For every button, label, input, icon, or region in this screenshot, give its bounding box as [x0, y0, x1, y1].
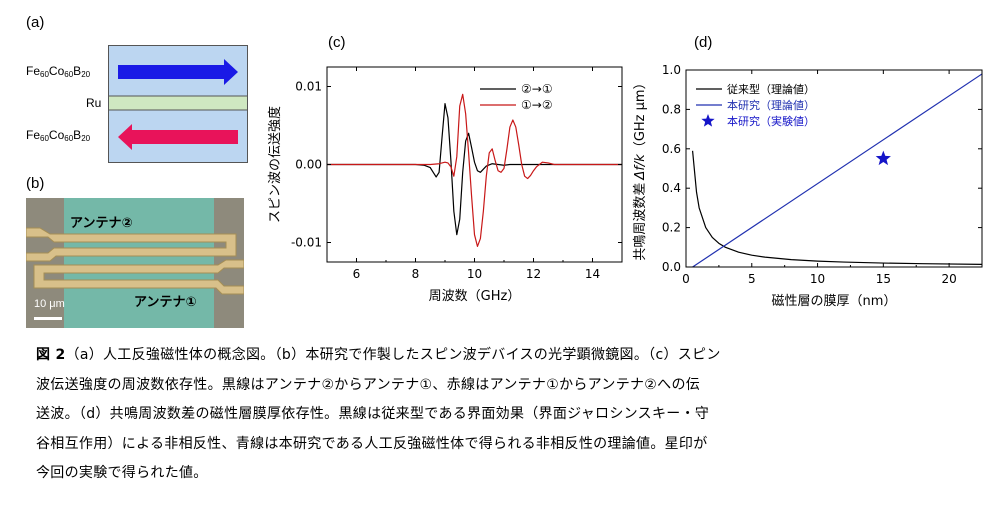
top-layer-fe: Fe — [26, 64, 41, 78]
x-tick-label: 20 — [941, 272, 956, 286]
y-tick-label: -0.01 — [291, 236, 322, 250]
data-point-star — [875, 150, 891, 166]
scale-bar-label: 10 μm — [34, 298, 65, 310]
device-drawing — [26, 198, 244, 328]
panel-d-label: (d) — [694, 34, 713, 51]
caption-line-1-text: （a）人工反強磁性体の概念図。（b）本研究で作製したスピン波デバイスの光学顕微鏡… — [65, 347, 721, 363]
x-axis-label: 周波数（GHz） — [429, 289, 521, 304]
caption-line-2: 波伝送強度の周波数依存性。黒線はアンテナ②からアンテナ①、赤線はアンテナ①からア… — [36, 376, 701, 393]
legend-label: ①→② — [521, 98, 553, 112]
y-tick-label: 1.0 — [662, 63, 681, 77]
panel-a-label: (a) — [26, 14, 45, 31]
scale-bar — [34, 317, 62, 320]
y-axis-label-text: スピン波の伝送強度 — [267, 106, 283, 223]
legend-label: 本研究（理論値） — [727, 98, 815, 112]
legend-label: 本研究（実験値） — [727, 114, 815, 128]
panel-c-label: (c) — [328, 34, 346, 51]
bottom-layer-label: Fe60Co60B20 — [26, 128, 90, 143]
legend-label: 従来型（理論値） — [727, 82, 815, 96]
series-group — [691, 73, 982, 267]
chart-transmission: 6 8 10 12 14 0.01 0.00 -0.01 周波数（GHz） スピン波の伝送強度 ②→… — [267, 66, 623, 304]
antenna-2-electrode — [26, 227, 237, 262]
top-layer-b: B — [73, 64, 82, 78]
x-axis-label: 磁性層の膜厚（nm） — [772, 294, 897, 309]
top-layer-label: Fe60Co60B20 — [26, 64, 90, 79]
top-layer-b-sub: 20 — [81, 70, 91, 79]
y-axis-label-text: 共鳴周波数差 — [633, 183, 648, 261]
bottom-layer-co: Co — [48, 128, 65, 142]
series-group — [327, 93, 622, 247]
y-tick-label: 0.01 — [295, 80, 322, 94]
caption-line-5: 今回の実験で得られた値。 — [36, 465, 208, 481]
bottom-layer-fe: Fe — [26, 128, 41, 142]
top-layer-co-sub: 60 — [64, 70, 74, 79]
series-line-1 — [327, 103, 622, 236]
legend-label: ②→① — [521, 82, 553, 96]
x-tick-label: 0 — [682, 272, 690, 286]
x-tick-label: 12 — [526, 267, 541, 281]
antenna-1-label: アンテナ① — [134, 295, 197, 310]
legend: ②→① ①→② — [480, 82, 553, 112]
panel-b-label: (b) — [26, 175, 45, 192]
bottom-layer-b-sub: 20 — [81, 134, 91, 143]
y-axis-label: スピン波の伝送強度 — [267, 106, 283, 223]
y-tick-label: 0.0 — [662, 260, 681, 274]
x-tick-label: 6 — [353, 267, 361, 281]
antenna-1-electrode — [33, 259, 244, 295]
top-layer-fe-sub: 60 — [40, 70, 49, 79]
caption-line-1: 図 2（a）人工反強磁性体の概念図。（b）本研究で作製したスピン波デバイスの光学… — [36, 341, 936, 371]
y-tick-label: 0.4 — [662, 181, 681, 195]
y-axis-label-symbol: Δf/k — [633, 154, 648, 181]
caption-line-3: 送波。（d）共鳴周波数差の磁性層膜厚依存性。黒線は従来型である界面効果（界面ジャ… — [36, 406, 710, 422]
caption-line-4: 谷相互作用）による非相反性、青線は本研究である人工反強磁性体で得られる非相反性の… — [36, 435, 708, 452]
legend: 従来型（理論値） 本研究（理論値） 本研究（実験値） — [696, 82, 815, 128]
magnetization-arrow-right — [118, 59, 238, 85]
afm-schematic — [108, 45, 248, 163]
antenna-2-label: アンテナ② — [70, 216, 133, 231]
x-tick-label: 8 — [412, 267, 420, 281]
y-tick-label: 0.6 — [662, 142, 681, 156]
plot-frame — [685, 69, 983, 268]
top-layer-co: Co — [48, 64, 65, 78]
x-tick-label: 10 — [467, 267, 482, 281]
x-tick-label: 15 — [876, 272, 891, 286]
microscope-image: アンテナ② アンテナ① 10 μm — [26, 198, 244, 328]
bottom-layer-b: B — [73, 128, 82, 142]
bottom-layer-fe-sub: 60 — [40, 134, 49, 143]
series-line-2 — [692, 73, 982, 267]
y-tick-label: 0.2 — [662, 221, 681, 235]
chart-frequency-difference: 0 5 10 15 20 0.0 0.2 0.4 0.6 0.8 1.0 磁性層の膜厚（nm） 共鳴周波… — [633, 63, 983, 309]
ru-spacer-layer — [108, 95, 248, 111]
x-tick-label: 5 — [748, 272, 756, 286]
y-axis-label: 共鳴周波数差 Δf/k（GHz μm） — [633, 76, 648, 260]
y-axis-label-unit: （GHz μm） — [633, 76, 648, 154]
magnetic-film — [64, 198, 214, 328]
x-tick-label: 10 — [810, 272, 825, 286]
bottom-layer-co-sub: 60 — [64, 134, 74, 143]
legend-swatch-star — [701, 114, 715, 127]
caption-fig-label: 図 2 — [36, 347, 66, 363]
y-tick-label: 0.00 — [295, 158, 322, 172]
series-line-2 — [327, 93, 622, 247]
series-line-1 — [691, 150, 982, 265]
magnetization-arrow-left — [118, 124, 238, 150]
y-tick-label: 0.8 — [662, 102, 681, 116]
figure-caption: 図 2（a）人工反強磁性体の概念図。（b）本研究で作製したスピン波デバイスの光学… — [36, 341, 936, 489]
x-tick-label: 14 — [585, 267, 600, 281]
spacer-label: Ru — [86, 96, 102, 110]
